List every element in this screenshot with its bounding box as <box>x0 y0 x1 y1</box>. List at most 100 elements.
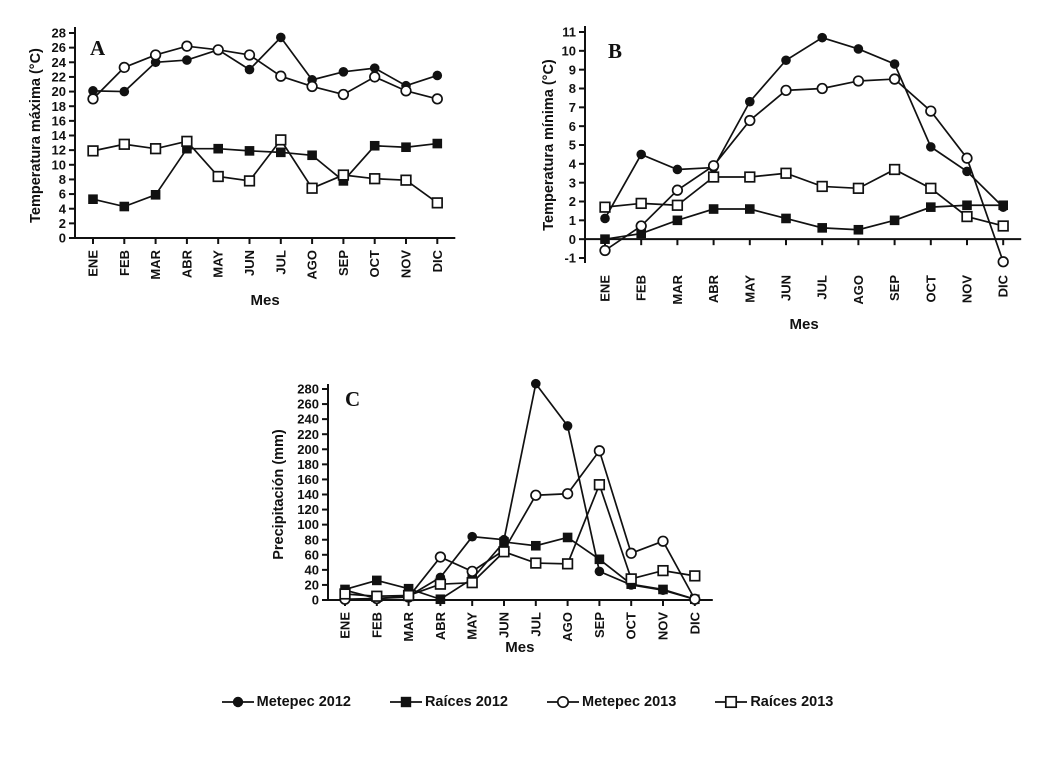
series-line-raices-2013 <box>604 168 1004 227</box>
y-tick-label: 0 <box>59 231 66 246</box>
series-markers-metepec-2012 <box>600 32 1008 224</box>
y-tick-label: -1 <box>564 251 576 266</box>
marker-filled-circle-icon <box>962 166 972 177</box>
marker-open-circle-icon <box>118 61 130 74</box>
y-tick-label: 9 <box>569 62 576 77</box>
marker-open-square-icon <box>306 182 318 194</box>
marker-filled-square-icon <box>119 201 130 212</box>
marker-open-square-icon <box>149 143 162 155</box>
x-tick-label-mar: MAR <box>401 611 416 641</box>
marker-filled-circle-icon <box>88 86 98 96</box>
series-line-metepec-2013 <box>604 78 1005 263</box>
marker-open-circle-icon <box>707 160 720 172</box>
y-tick-label: 8 <box>59 172 66 187</box>
marker-open-square-icon <box>402 589 415 602</box>
marker-open-square-icon <box>671 199 684 211</box>
y-tick-label: 20 <box>305 578 319 593</box>
marker-filled-square-icon <box>400 696 412 708</box>
marker-open-circle-icon <box>466 565 478 578</box>
marker-filled-square-icon <box>276 147 286 158</box>
marker-filled-square-icon <box>817 223 827 233</box>
y-tick-label: 160 <box>297 472 319 487</box>
series-line-metepec-2012 <box>344 381 696 601</box>
y-tick-label: 40 <box>305 562 319 577</box>
marker-open-square-icon <box>725 695 738 709</box>
marker-open-square-icon <box>498 546 510 558</box>
series-markers-raices-2012 <box>88 138 443 212</box>
marker-open-circle-icon <box>593 445 606 457</box>
y-tick-label: 100 <box>297 517 319 532</box>
y-tick-label: 14 <box>52 128 67 143</box>
marker-open-square-icon <box>434 578 447 590</box>
marker-filled-square-icon <box>562 532 573 543</box>
marker-open-circle-icon <box>337 88 350 101</box>
x-tick-label-abr: ABR <box>433 611 448 640</box>
marker-open-circle-icon <box>888 73 901 85</box>
marker-open-circle-icon <box>556 695 570 709</box>
x-tick-label-sep: SEP <box>336 250 351 276</box>
y-tick-label: 280 <box>297 382 319 397</box>
marker-open-square-icon <box>400 174 412 186</box>
y-tick-label: 3 <box>569 175 576 190</box>
marker-filled-circle-icon <box>781 55 791 66</box>
marker-open-circle-icon <box>431 93 443 105</box>
marker-open-circle-icon <box>181 40 193 52</box>
y-tick-label: 120 <box>297 502 319 517</box>
y-tick-label: 260 <box>297 397 319 412</box>
series-markers-metepec-2013 <box>339 445 701 605</box>
marker-open-circle-icon <box>744 114 756 127</box>
x-tick-label-ago: AGO <box>305 250 320 280</box>
marker-open-circle-icon <box>625 547 637 559</box>
marker-open-square-icon <box>689 570 701 582</box>
series-line-raices-2012 <box>604 204 1004 241</box>
marker-open-circle-icon <box>275 70 287 82</box>
x-tick-label-dic: DIC <box>430 249 445 272</box>
x-tick-label-jun: JUN <box>242 250 257 276</box>
marker-filled-square-icon <box>401 142 411 153</box>
marker-filled-square-icon <box>372 575 382 586</box>
series-line-metepec-2013 <box>344 448 696 601</box>
x-tick-label-jul: JUL <box>815 275 830 300</box>
marker-filled-circle-icon <box>432 70 443 81</box>
marker-filled-circle-icon <box>562 421 573 431</box>
chart-temperatura-minima: -1 0 1 2 3 4 5 6 7 8 9 10 11 ENE FEB MAR ABR MAY JUN JUL AGO… <box>541 25 1022 333</box>
y-tick-label: 4 <box>569 156 577 171</box>
y-tick-label: 22 <box>52 70 66 85</box>
y-tick-label: 28 <box>52 26 66 41</box>
marker-open-circle-icon <box>212 44 224 56</box>
series-markers-raices-2013 <box>339 479 701 602</box>
marker-filled-circle-icon <box>276 32 286 43</box>
marker-filled-square-icon <box>926 202 936 212</box>
y-tick-label: 1 <box>569 213 576 228</box>
legend-filled-circle-icon <box>221 696 254 708</box>
legend-item-metepec-2012: Metepec 2012 <box>221 694 351 710</box>
legend-open-circle-icon <box>547 695 579 709</box>
series-line-raices-2012 <box>344 536 696 601</box>
marker-open-circle-icon <box>780 84 792 97</box>
y-tick-label: 4 <box>59 201 67 216</box>
marker-filled-square-icon <box>307 150 317 161</box>
legend: Metepec 2012 Raíces 2012 Metepec 2013 Raíce… <box>0 694 1054 710</box>
x-tick-label-jul: JUL <box>528 612 543 637</box>
legend-label: Metepec 2013 <box>582 694 677 710</box>
panel-letter-b: B <box>608 39 622 63</box>
marker-filled-square-icon <box>435 594 446 605</box>
marker-open-square-icon <box>181 135 193 148</box>
x-tick-label-mar: MAR <box>670 274 685 304</box>
marker-open-circle-icon <box>689 593 701 605</box>
y-axis-title: Precipitación (mm) <box>271 429 287 560</box>
y-tick-label: 240 <box>297 412 319 427</box>
marker-filled-circle-icon <box>600 213 610 224</box>
marker-filled-square-icon <box>403 583 414 594</box>
y-tick-label: 8 <box>569 81 576 96</box>
legend-label: Raíces 2012 <box>424 694 508 710</box>
x-tick-label-abr: ABR <box>179 249 194 278</box>
marker-open-circle-icon <box>369 71 381 83</box>
marker-open-square-icon <box>780 167 792 179</box>
marker-filled-circle-icon <box>745 96 755 107</box>
x-tick-label-nov: NOV <box>960 275 975 304</box>
marker-open-circle-icon <box>530 489 542 501</box>
marker-open-square-icon <box>852 182 865 194</box>
x-axis-title: Mes <box>505 639 534 656</box>
